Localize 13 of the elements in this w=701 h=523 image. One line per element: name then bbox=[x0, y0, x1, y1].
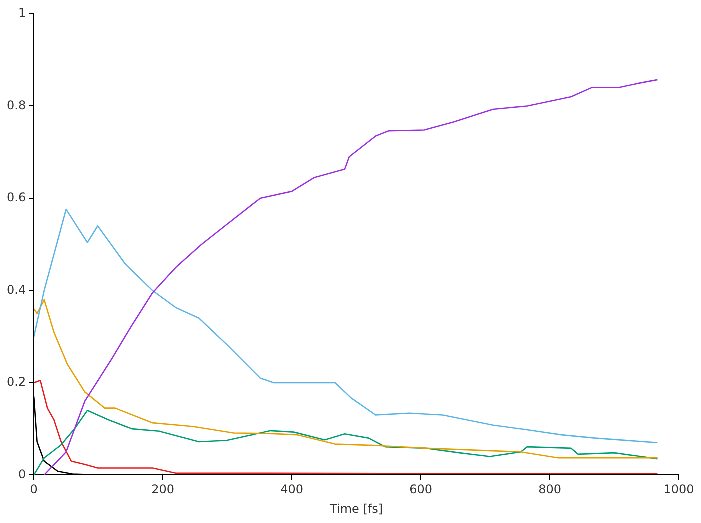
x-tick-label: 1000 bbox=[664, 482, 694, 497]
y-tick-label: 1 bbox=[18, 6, 26, 20]
x-tick-label: 400 bbox=[280, 482, 304, 497]
x-tick-label: 200 bbox=[152, 482, 175, 497]
x-tick-label: 0 bbox=[30, 482, 38, 497]
y-tick-label: 0.8 bbox=[6, 98, 26, 112]
y-tick-label: 0.6 bbox=[6, 190, 26, 205]
y-tick-label: 0.4 bbox=[6, 282, 26, 297]
y-tick-label: 0.2 bbox=[6, 375, 26, 390]
x-tick-label: 800 bbox=[538, 482, 562, 497]
y-tick-label: 0 bbox=[18, 467, 26, 482]
x-axis-title: Time [fs] bbox=[329, 502, 384, 516]
x-tick-label: 600 bbox=[410, 482, 432, 497]
